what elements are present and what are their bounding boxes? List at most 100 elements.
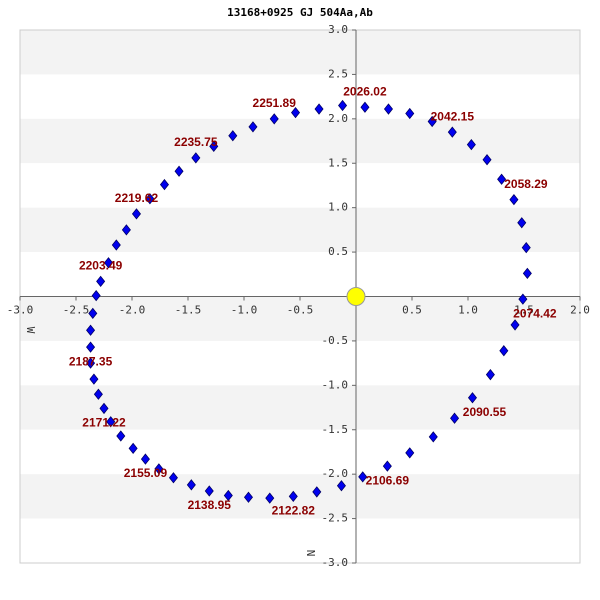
band	[20, 118, 580, 164]
orbit-point	[382, 460, 392, 472]
orbit-point	[427, 115, 437, 128]
point-label: 2106.69	[366, 473, 410, 487]
orbit-point	[191, 152, 201, 164]
orbit-point	[128, 442, 138, 455]
orbit-point	[106, 416, 116, 428]
x-tick-label: 1.0	[458, 304, 478, 317]
orbit-point	[186, 479, 196, 491]
y-tick-label: -1.0	[322, 378, 349, 391]
orbit-point	[288, 490, 298, 503]
orbit-point	[121, 224, 131, 236]
orbit-point	[360, 101, 370, 113]
primary-star	[346, 287, 366, 306]
orbit-point	[291, 106, 301, 119]
orbit-point	[86, 341, 96, 353]
point-label: 2026.02	[343, 84, 387, 98]
orbit-point	[209, 140, 219, 153]
y-tick-label: 2.5	[328, 67, 348, 80]
x-tick-label: -2.0	[119, 304, 146, 317]
point-label: 2251.89	[253, 96, 297, 110]
orbit-point	[499, 345, 509, 357]
orbit-point	[314, 103, 324, 115]
orbit-point	[517, 217, 527, 229]
plot-background	[19, 29, 581, 564]
band	[20, 252, 580, 297]
orbit-point	[405, 107, 415, 120]
orbit-point	[482, 154, 492, 166]
orbit-point	[248, 121, 258, 133]
point-label: 2203.49	[79, 259, 123, 273]
orbit-point	[269, 113, 279, 125]
orbit-point	[91, 289, 101, 302]
band	[20, 74, 580, 119]
orbit-point	[86, 357, 96, 369]
y-tick-label: -0.5	[322, 334, 349, 347]
orbit-point	[89, 373, 99, 385]
orbit-point	[497, 173, 507, 185]
orbit-point	[336, 480, 346, 492]
x-tick-label: -3.0	[7, 304, 34, 317]
orbit-point	[485, 369, 495, 381]
x-tick-label: -2.5	[63, 304, 90, 317]
y-tick-label: -3.0	[322, 556, 349, 569]
orbit-point	[466, 138, 476, 151]
point-label: 2074.42	[513, 306, 557, 320]
band	[20, 340, 580, 386]
orbit-point	[467, 392, 477, 404]
point-label: 2187.35	[69, 354, 113, 368]
y-tick-label: 1.5	[328, 156, 348, 169]
x-tick-label: -0.5	[287, 304, 314, 317]
orbit-point	[450, 412, 460, 424]
point-label: 2042.15	[431, 109, 475, 123]
orbit-point	[111, 239, 121, 251]
band	[20, 518, 580, 563]
y-tick-label: 2.0	[328, 112, 348, 125]
orbit-point	[223, 489, 233, 502]
orbit-point	[510, 319, 520, 331]
orbit-point	[312, 486, 322, 498]
point-label: 2155.09	[124, 466, 168, 480]
orbit-point	[405, 447, 415, 459]
band	[20, 474, 580, 519]
orbit-point	[509, 194, 519, 206]
orbit-point	[447, 126, 457, 138]
orbit-point	[358, 471, 368, 483]
band	[20, 207, 580, 253]
orbit-point	[228, 130, 238, 142]
chart-title: 13168+0925 GJ 504Aa,Ab	[227, 6, 373, 19]
orbit-point	[86, 324, 96, 336]
point-label: 2171.22	[82, 416, 126, 430]
x-tick-label: 2.0	[570, 304, 590, 317]
orbit-point	[145, 193, 155, 205]
band	[20, 296, 580, 341]
band	[20, 163, 580, 208]
point-label: 2058.29	[504, 177, 548, 191]
orbit-point	[140, 453, 150, 465]
band	[20, 429, 580, 475]
y-tick-label: 1.0	[328, 201, 348, 214]
orbit-point	[159, 178, 169, 191]
x-tick-label: 0.5	[402, 304, 422, 317]
point-label: 2138.95	[188, 498, 232, 512]
x-tick-label: -1.0	[231, 304, 258, 317]
y-tick-label: -2.0	[322, 467, 349, 480]
orbit-point	[174, 165, 184, 177]
orbit-point	[243, 491, 253, 503]
orbit-point	[168, 472, 178, 484]
x-tick-label: -1.5	[175, 304, 202, 317]
orbit-point	[131, 208, 141, 220]
orbit-point	[103, 257, 113, 269]
orbit-point	[116, 430, 126, 442]
point-label: 2090.55	[463, 405, 507, 419]
orbit-point	[204, 485, 214, 497]
point-label: 2122.82	[272, 504, 316, 518]
x-tick-label: 1.5	[514, 304, 534, 317]
band	[20, 30, 580, 75]
point-label: 2235.75	[174, 135, 218, 149]
y-axis-label: N	[304, 550, 317, 557]
orbit-point	[383, 103, 393, 115]
point-label: 2219.62	[115, 191, 159, 205]
y-tick-label: -1.5	[322, 423, 349, 436]
